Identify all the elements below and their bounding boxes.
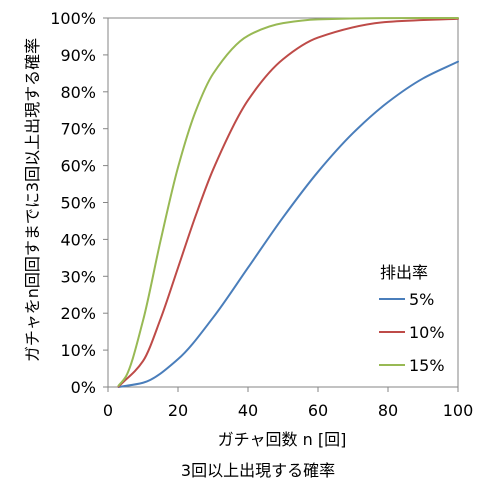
y-tick-label: 20% (60, 304, 96, 323)
x-axis: 0 20 40 60 80 100 (103, 387, 473, 420)
y-tick-label: 10% (60, 341, 96, 360)
series-lines (117, 17, 459, 388)
y-tick-label: 100% (50, 9, 96, 28)
plot-area (107, 17, 459, 388)
x-tick-label: 100 (443, 401, 474, 420)
x-tick-label: 0 (103, 401, 113, 420)
x-tick-label: 20 (168, 401, 188, 420)
legend: 排出率 5% 10% 15% (379, 263, 445, 375)
chart-caption: 3回以上出現する確率 (181, 461, 335, 480)
legend-label: 10% (409, 323, 445, 342)
legend-title: 排出率 (380, 263, 428, 282)
y-tick-label: 70% (60, 120, 96, 139)
y-tick-label: 40% (60, 230, 96, 249)
x-axis-title: ガチャ回数 n [回] (218, 430, 347, 449)
x-tick-label: 60 (308, 401, 328, 420)
series-line-10% (117, 17, 459, 388)
series-line-5% (117, 60, 459, 388)
y-axis: 0% 10% 20% 30% 40% 50% 60% 70% 80% 90% 100% (50, 9, 108, 397)
series-line-15% (117, 17, 459, 387)
y-tick-label: 30% (60, 267, 96, 286)
legend-label: 15% (409, 356, 445, 375)
legend-label: 5% (409, 290, 434, 309)
y-axis-title: ガチャをn回回すまでに3回以上出現する確率 (23, 38, 42, 362)
plot-border (107, 17, 459, 388)
y-tick-label: 90% (60, 46, 96, 65)
x-tick-label: 40 (238, 401, 258, 420)
y-tick-label: 0% (71, 378, 96, 397)
y-tick-label: 60% (60, 157, 96, 176)
y-tick-label: 50% (60, 194, 96, 213)
y-tick-label: 80% (60, 83, 96, 102)
x-tick-label: 80 (378, 401, 398, 420)
